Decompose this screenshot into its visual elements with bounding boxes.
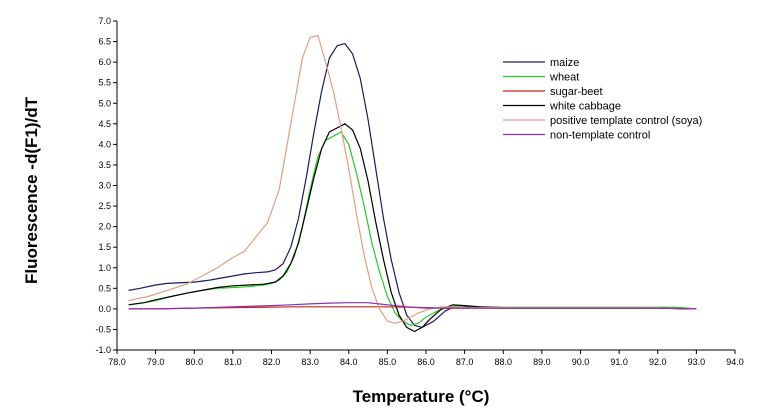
y-tick-label: 5.5	[98, 78, 111, 88]
x-tick-label: 81.0	[224, 357, 242, 367]
x-tick-label: 91.0	[610, 357, 628, 367]
x-tick-label: 90.0	[572, 357, 590, 367]
x-tick-label: 87.0	[456, 357, 474, 367]
y-tick-label: -0.5	[95, 324, 111, 334]
x-tick-label: 78.0	[108, 357, 126, 367]
x-tick-label: 83.0	[301, 357, 319, 367]
x-tick-label: 89.0	[533, 357, 551, 367]
legend-label: maize	[550, 57, 579, 69]
x-axis-title: Temperature (°C)	[353, 387, 490, 406]
x-tick-label: 84.0	[340, 357, 358, 367]
series-line-white-cabbage	[128, 123, 689, 333]
y-tick-label: -1.0	[95, 345, 111, 355]
legend-label: white cabbage	[549, 101, 621, 113]
y-tick-label: 4.0	[98, 139, 111, 149]
y-tick-label: 0.0	[98, 304, 111, 314]
y-tick-label: 6.5	[98, 37, 111, 47]
y-tick-label: 5.0	[98, 98, 111, 108]
x-tick-label: 85.0	[379, 357, 397, 367]
legend-label: non-template control	[550, 130, 650, 142]
y-tick-label: 1.0	[98, 263, 111, 273]
y-tick-label: 2.0	[98, 222, 111, 232]
axes: -1.0 -0.5 0.0 0.5 1.0 1.5 2.0 2.5 3.0 3.5 4.0 4.5 5.…	[95, 16, 743, 367]
x-tick-label: 93.0	[688, 357, 706, 367]
x-tick-label: 94.0	[726, 357, 744, 367]
y-tick-label: 1.5	[98, 242, 111, 252]
legend: maize wheat sugar-beet white cabbage positiv…	[503, 57, 702, 142]
x-tick-label: 79.0	[147, 357, 165, 367]
x-tick-label: 82.0	[263, 357, 281, 367]
series-line-non-template-control	[128, 302, 697, 310]
legend-label: wheat	[549, 72, 579, 84]
legend-label: sugar-beet	[550, 86, 603, 98]
y-tick-label: 0.5	[98, 283, 111, 293]
x-tick-label: 80.0	[185, 357, 203, 367]
legend-label: positive template control (soya)	[550, 115, 702, 127]
x-tick-label: 88.0	[494, 357, 512, 367]
x-tick-label: 92.0	[649, 357, 667, 367]
y-axis-title: Fluorescence -d(F1)/dT	[22, 96, 41, 284]
y-tick-label: 7.0	[98, 16, 111, 26]
y-tick-label: 3.5	[98, 160, 111, 170]
y-tick-label: 2.5	[98, 201, 111, 211]
y-tick-label: 3.0	[98, 181, 111, 191]
series-layer	[128, 34, 697, 333]
x-tick-label: 86.0	[417, 357, 435, 367]
y-tick-label: 4.5	[98, 119, 111, 129]
y-tick-label: 6.0	[98, 57, 111, 67]
